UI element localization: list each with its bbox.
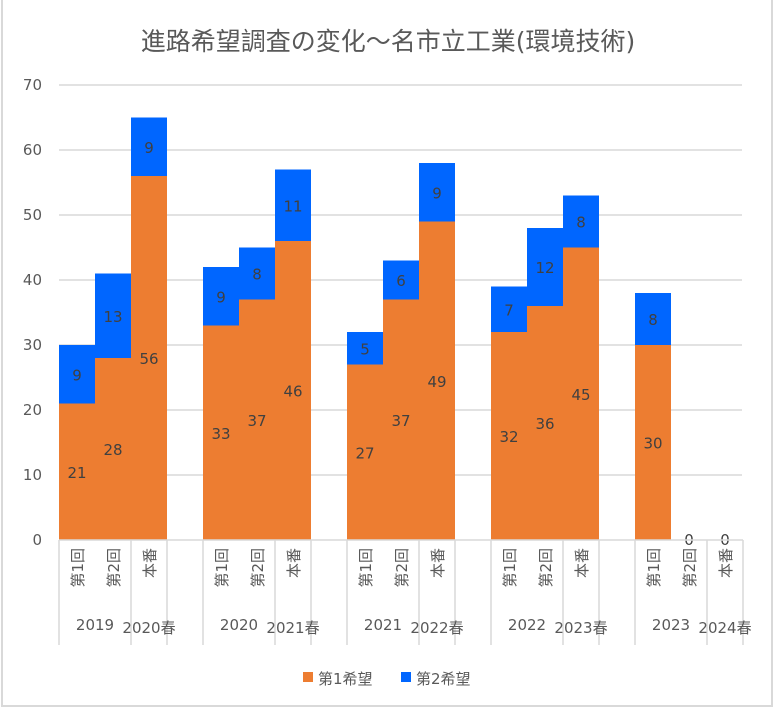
x-group-label-spring: 2022春 (410, 619, 463, 637)
bar-second-choice (635, 293, 671, 345)
legend-label-first-choice: 第1希望 (318, 670, 373, 688)
bar-second-choice (527, 228, 563, 306)
data-label-first-choice: 32 (499, 428, 518, 446)
x-category-label: 第1回 (69, 548, 87, 588)
bar-second-choice (419, 163, 455, 222)
data-label-first-choice: 28 (103, 441, 122, 459)
bar-first-choice (491, 332, 527, 540)
bar-second-choice (347, 332, 383, 365)
data-label-second-choice: 13 (103, 308, 122, 326)
x-category-label: 第2回 (105, 548, 123, 588)
bar-second-choice (563, 195, 599, 248)
x-category-label: 第1回 (357, 548, 375, 588)
legend: 第1希望 第2希望 (303, 670, 471, 688)
y-axis-ticks: 0 10 20 30 40 50 60 70 (23, 76, 42, 549)
x-category-label: 本番 (141, 548, 159, 578)
legend-swatch-second-choice (401, 672, 411, 682)
x-category-label: 第2回 (249, 548, 267, 588)
bar-first-choice (563, 247, 599, 540)
chart-title: 進路希望調査の変化～名市立工業(環境技術) (141, 27, 636, 56)
y-tick-label: 40 (23, 271, 42, 289)
y-tick-label: 10 (23, 466, 42, 484)
data-label-first-choice: 21 (67, 464, 86, 482)
bar-first-choice (203, 325, 239, 540)
bar-second-choice (95, 273, 131, 358)
x-group-label-year: 2020 (220, 616, 258, 634)
data-label-second-choice: 9 (432, 184, 442, 202)
x-group-label-year: 2021 (364, 616, 402, 634)
y-tick-label: 60 (23, 141, 42, 159)
x-group-label-year: 2023 (652, 616, 690, 634)
bar-second-choice (491, 286, 527, 332)
x-category-label: 本番 (285, 548, 303, 578)
x-group-label-year: 2022 (508, 616, 546, 634)
bar-first-choice (347, 364, 383, 540)
data-label-second-choice: 9 (144, 139, 154, 157)
data-label-second-choice: 9 (216, 288, 226, 306)
x-group-label-spring: 2021春 (266, 619, 319, 637)
data-label-first-choice: 36 (535, 415, 554, 433)
bar-first-choice (635, 345, 671, 540)
bar-first-choice (419, 221, 455, 540)
data-label-second-choice: 12 (535, 259, 554, 277)
x-category-label: 第2回 (537, 548, 555, 588)
data-label-first-choice: 30 (643, 435, 662, 453)
data-label-second-choice: 8 (648, 311, 658, 329)
data-label-first-choice: 33 (211, 425, 230, 443)
x-category-label: 第1回 (213, 548, 231, 588)
bar-second-choice (59, 345, 95, 404)
x-category-label: 本番 (717, 548, 735, 578)
x-category-label: 第2回 (681, 548, 699, 588)
x-group-label-spring: 2024春 (698, 619, 751, 637)
x-category-label: 本番 (429, 548, 447, 578)
data-label-first-choice: 45 (571, 386, 590, 404)
x-category-label: 第2回 (393, 548, 411, 588)
data-label-first-choice: 37 (247, 412, 266, 430)
data-label-second-choice: 11 (283, 197, 302, 215)
x-group-label-year: 2019 (76, 616, 114, 634)
bar-first-choice (131, 176, 167, 540)
y-tick-label: 0 (32, 531, 42, 549)
y-tick-label: 20 (23, 401, 42, 419)
x-group-label-spring: 2020春 (122, 619, 175, 637)
x-category-label: 第1回 (645, 548, 663, 588)
bar-second-choice (239, 247, 275, 300)
bar-second-choice (275, 169, 311, 241)
bar-first-choice (527, 306, 563, 540)
data-label-first-choice: 49 (427, 373, 446, 391)
bar-second-choice (203, 267, 239, 326)
data-label-second-choice: 5 (360, 340, 370, 358)
bar-second-choice (131, 117, 167, 176)
data-label-second-choice: 7 (504, 301, 514, 319)
y-tick-label: 50 (23, 206, 42, 224)
legend-swatch-first-choice (303, 672, 313, 682)
data-label-second-choice: 8 (576, 214, 586, 232)
data-label-second-choice: 6 (396, 272, 406, 290)
y-tick-label: 70 (23, 76, 42, 94)
bar-first-choice (239, 299, 275, 540)
bars (59, 117, 671, 540)
x-category-label: 第1回 (501, 548, 519, 588)
bar-first-choice (383, 299, 419, 540)
bar-first-choice (275, 241, 311, 540)
x-category-label: 本番 (573, 548, 591, 578)
data-label-first-choice: 46 (283, 383, 302, 401)
data-labels: 21 9 28 13 56 9 33 9 37 8 46 11 27 5 37 6 49 9 32 7 36 12 45 8 3… (67, 139, 729, 549)
data-label-first-choice: 37 (391, 412, 410, 430)
legend-label-second-choice: 第2希望 (416, 670, 471, 688)
data-label-first-choice: 27 (355, 444, 374, 462)
data-label-second-choice: 8 (252, 266, 262, 284)
data-label-first-choice: 56 (139, 350, 158, 368)
bar-first-choice (95, 358, 131, 540)
bar-second-choice (383, 260, 419, 300)
bar-first-choice (59, 403, 95, 540)
y-tick-label: 30 (23, 336, 42, 354)
data-label-second-choice: 9 (72, 366, 82, 384)
x-group-label-spring: 2023春 (554, 619, 607, 637)
